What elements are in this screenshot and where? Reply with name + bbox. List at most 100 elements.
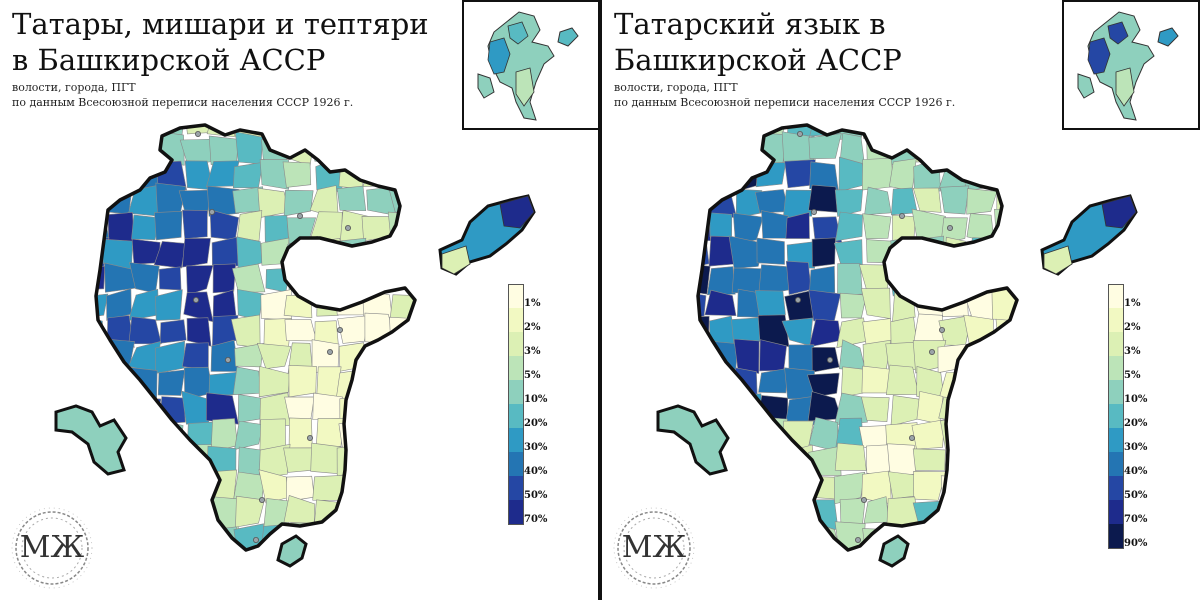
district: [232, 263, 266, 293]
subtitle-line-2: по данным Всесоюзной переписи населения …: [12, 96, 354, 109]
legend-label: 3%: [1124, 346, 1141, 357]
legend-label: 30%: [524, 442, 548, 453]
district: [106, 366, 132, 397]
city-marker: [860, 496, 867, 503]
legend-left: 1% 2% 3% 5% 10% 20% 30% 40% 50% 70%: [508, 284, 588, 525]
district: [285, 125, 319, 139]
legend-swatch: [1108, 476, 1124, 501]
author-logo: МЖ: [612, 506, 696, 590]
city-marker: [946, 224, 953, 231]
district: [968, 446, 998, 476]
legend-swatch: [508, 308, 524, 333]
district: [890, 125, 917, 138]
legend-item: 10%: [508, 380, 588, 405]
district: [128, 184, 161, 217]
legend-label: 70%: [1124, 514, 1148, 525]
district: [237, 394, 262, 423]
district: [212, 289, 237, 321]
legend-swatch: [508, 356, 524, 381]
district: [208, 553, 238, 576]
district: [783, 470, 816, 501]
district: [387, 260, 415, 290]
district: [96, 186, 109, 217]
map-title-left: Татары, мишари и тептяри в Башкирской АС…: [12, 7, 429, 77]
exclave-west: [54, 404, 128, 476]
district: [698, 366, 708, 394]
legend-item: 30%: [508, 428, 588, 453]
panel-divider: [598, 0, 602, 600]
district: [1022, 106, 1047, 140]
district: [154, 211, 183, 241]
district: [256, 342, 292, 369]
district: [186, 473, 210, 503]
district: [336, 525, 365, 550]
city-marker: [258, 496, 265, 503]
district: [839, 292, 867, 319]
district: [1023, 392, 1048, 422]
district: [211, 236, 240, 267]
district: [835, 548, 865, 550]
district: [940, 549, 969, 550]
district: [181, 390, 210, 425]
district: [757, 553, 784, 582]
district: [153, 443, 185, 474]
district: [808, 318, 842, 348]
district: [232, 366, 262, 395]
district: [288, 417, 313, 451]
city-marker: [826, 356, 833, 363]
legend-item: 3%: [508, 332, 588, 357]
district: [258, 443, 291, 478]
district: [128, 468, 161, 502]
district: [890, 395, 920, 427]
district: [698, 263, 711, 295]
choropleth-map-right: [656, 106, 1138, 582]
legend-label: 20%: [524, 418, 548, 429]
district: [730, 134, 764, 165]
district: [420, 447, 446, 474]
district: [155, 289, 183, 321]
district: [864, 186, 892, 216]
district: [131, 125, 163, 141]
district: [334, 125, 371, 138]
legend-label: 10%: [1124, 394, 1148, 405]
exclave-south: [276, 534, 308, 568]
district: [206, 185, 240, 217]
republic-outline: [696, 123, 1019, 552]
district: [128, 132, 162, 160]
district: [734, 552, 760, 581]
legend-item: 1%: [508, 284, 588, 310]
district: [754, 496, 791, 530]
legend-item: 40%: [508, 452, 588, 477]
map-panel-left: Татары, мишари и тептяри в Башкирской АС…: [0, 0, 598, 600]
district: [96, 340, 111, 375]
district: [912, 289, 947, 317]
district: [912, 187, 942, 213]
district: [412, 477, 415, 505]
district: [785, 260, 812, 295]
district: [315, 553, 343, 576]
district: [890, 236, 919, 270]
district: [107, 160, 131, 190]
district: [861, 157, 895, 191]
subtitle-line-1: волости, города, ПГТ: [614, 81, 738, 94]
district: [808, 289, 841, 322]
city-marker: [296, 212, 303, 219]
district: [1021, 420, 1048, 451]
district: [96, 133, 104, 164]
district: [965, 345, 994, 373]
legend-label: 50%: [524, 490, 548, 501]
district: [369, 266, 397, 293]
legend-swatch: [508, 380, 524, 405]
choropleth-map-left: [54, 123, 536, 578]
city-marker: [796, 130, 803, 137]
legend-label: 1%: [1124, 298, 1141, 309]
district: [780, 498, 816, 531]
district: [134, 554, 162, 578]
district: [811, 237, 836, 268]
city-marker: [306, 434, 313, 441]
district: [1019, 451, 1048, 471]
district: [731, 125, 763, 138]
district: [837, 263, 863, 296]
district: [367, 525, 396, 550]
district: [731, 498, 765, 527]
